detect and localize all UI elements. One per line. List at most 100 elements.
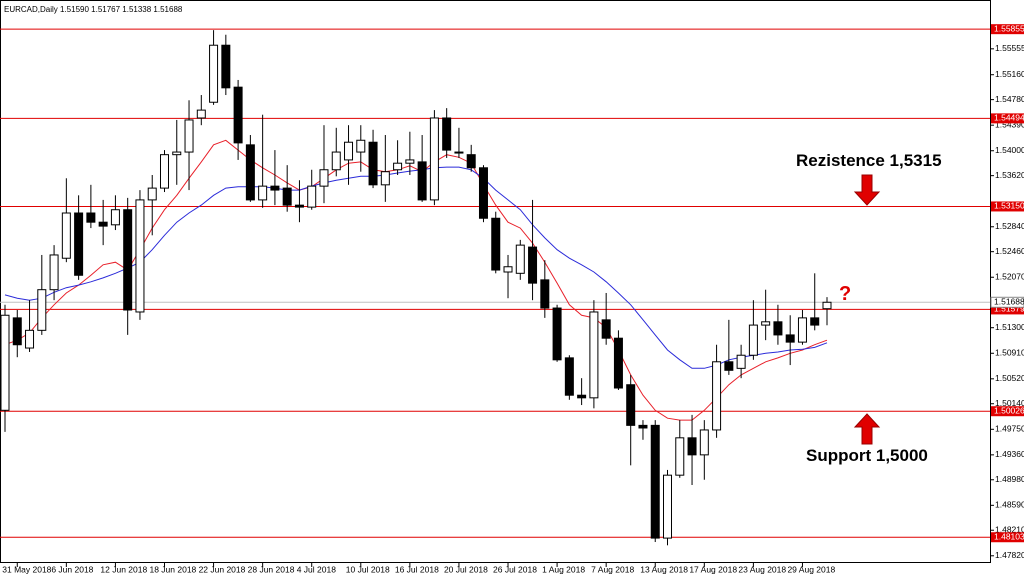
y-tick-label: 1.48590 [995,500,1024,510]
y-tick-label: 1.52460 [995,246,1024,256]
plot-frame [0,0,991,563]
question-annotation: ? [839,283,851,305]
candle-body [552,307,562,361]
x-tick-label: 22 Jun 2018 [199,564,246,574]
candle-body [650,424,660,539]
y-tick-label: 1.50520 [995,373,1024,383]
y-tick-label: 1.55555 [995,43,1024,53]
x-tick-label: 26 Jul 2018 [493,564,537,574]
candle-body [736,354,746,369]
level-label: 1.51579 [994,304,1024,314]
candle-body [356,139,366,153]
candle-body [12,317,22,346]
current-price-label: 1.51688 [994,297,1024,307]
candle-body [589,311,599,399]
y-tick-label: 1.50910 [995,348,1024,358]
level-label: 1.48103 [994,531,1024,541]
x-tick-label: 13 Aug 2018 [640,564,688,574]
candle-body [331,151,341,171]
x-tick-label: 20 Jul 2018 [444,564,488,574]
x-tick-label: 29 Aug 2018 [787,564,835,574]
candle-body [123,209,133,311]
plot-layer [0,28,990,546]
candle-body [491,217,501,271]
candle-body [221,44,231,89]
candle-body [245,144,255,201]
candle-body [393,162,403,171]
candle-body [380,171,390,186]
x-tick-label: 17 Aug 2018 [689,564,737,574]
candle-body [258,185,268,201]
chart-title: EURCAD,Daily 1.51590 1.51767 1.51338 1.5… [4,5,183,14]
resistance-annotation: Rezistence 1,5315 [796,151,942,170]
candle-body [282,187,292,206]
candle-body [466,154,476,169]
candle-body [663,474,673,539]
x-tick-label: 10 Jul 2018 [346,564,390,574]
candle-body [577,394,587,399]
level-label-box [991,532,1024,543]
candle-body [25,329,35,349]
candle-body [184,119,194,153]
candle-body [724,361,734,371]
candle-body [233,86,243,144]
candle-body [135,199,145,313]
candle-body [110,209,120,226]
candle-body [699,429,709,456]
candle-body [368,141,378,186]
candle-body [196,109,206,119]
candle-body [172,151,182,156]
candle-body [613,337,623,389]
y-tick-label: 1.55160 [995,69,1024,79]
x-tick-label: 7 Aug 2018 [591,564,634,574]
candle-body [687,437,697,456]
x-tick-label: 31 May 2018 [2,564,51,574]
x-tick-label: 28 Jun 2018 [248,564,295,574]
level-label: 1.50026 [994,405,1024,415]
candle-body [540,279,550,309]
level-label: 1.53150 [994,201,1024,211]
y-tick-label: 1.54000 [995,145,1024,155]
candle-body [478,167,488,219]
y-tick-label: 1.49360 [995,449,1024,459]
x-tick-label: 6 Jun 2018 [51,564,93,574]
candle-body [528,246,538,284]
candle-body [712,361,722,431]
candle-body [61,212,71,259]
candle-body [773,321,783,336]
candle-body [822,301,832,310]
x-tick-label: 12 Jun 2018 [100,564,147,574]
candle-body [675,437,685,476]
level-label: 1.54494 [994,113,1024,123]
y-tick-label: 1.53620 [995,170,1024,180]
y-tick-label: 1.47820 [995,550,1024,560]
x-tick-label: 1 Aug 2018 [542,564,585,574]
y-tick-label: 1.48210 [995,524,1024,534]
support-annotation: Support 1,5000 [806,446,928,465]
candle-body [748,324,758,356]
y-tick-label: 1.52070 [995,271,1024,281]
candle-body [159,154,169,189]
candle-body [319,169,329,187]
candle-body [785,334,795,343]
candle-body [626,384,636,426]
current-price-box [990,296,1024,308]
candle-body [98,221,108,227]
candle-body [601,319,611,339]
level-label-box [991,406,1024,417]
candle-body [270,185,280,191]
level-label-box [991,304,1024,315]
x-tick-label: 16 Jul 2018 [395,564,439,574]
y-tick-label: 1.50140 [995,398,1024,408]
y-tick-label: 1.54780 [995,94,1024,104]
candle-body [429,117,439,201]
candle-body [37,289,47,331]
candle-body [638,424,648,429]
level-label-box [991,113,1024,124]
candle-body [442,117,452,151]
x-tick-label: 18 Jun 2018 [149,564,196,574]
candle-body [344,141,354,161]
level-label: 1.55855 [994,23,1024,33]
candle-body [810,317,820,326]
